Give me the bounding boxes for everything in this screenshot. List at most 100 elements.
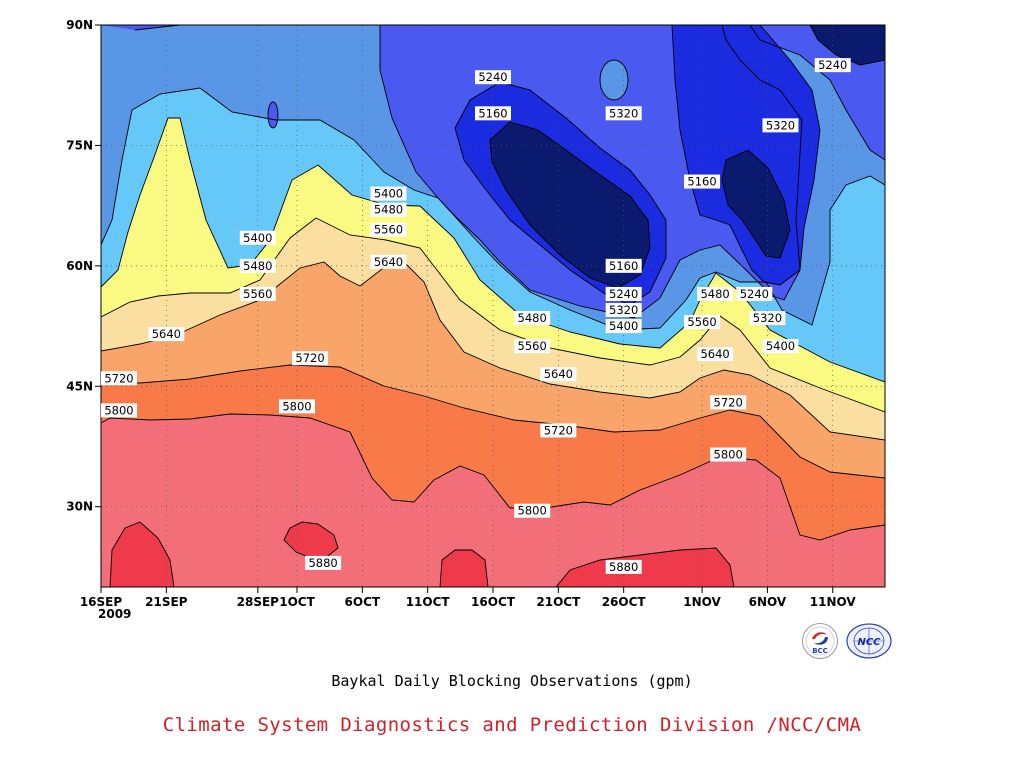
x-axis-year-label: 2009 <box>98 607 131 621</box>
y-tick-label: 45N <box>66 379 93 393</box>
svg-text:5640: 5640 <box>374 255 403 269</box>
band-5240-island-28sep <box>268 102 278 128</box>
svg-text:5720: 5720 <box>104 371 133 385</box>
y-tick-label: 30N <box>66 500 93 514</box>
contour-label: 5800 <box>514 503 551 518</box>
x-axis: 16SEP 21SEP 28SEP 1OCT 6OCT 11OCT 16OCT 21OCT 26… <box>80 587 857 609</box>
svg-text:5400: 5400 <box>609 319 638 333</box>
y-tick-label: 90N <box>66 18 93 32</box>
svg-text:5560: 5560 <box>687 315 716 329</box>
svg-text:5160: 5160 <box>609 259 638 273</box>
x-tick-label: 26OCT <box>602 595 647 609</box>
svg-text:5480: 5480 <box>243 259 272 273</box>
svg-text:5480: 5480 <box>700 287 729 301</box>
contour-label: 5240 <box>736 286 773 301</box>
x-tick-label: 6NOV <box>749 595 787 609</box>
x-tick-label: 28SEP <box>237 595 280 609</box>
contour-label: 5320 <box>605 106 642 121</box>
contour-label: 5240 <box>605 286 642 301</box>
svg-text:5800: 5800 <box>282 399 311 413</box>
svg-text:5640: 5640 <box>700 347 729 361</box>
contour-label: 5720 <box>540 423 577 438</box>
contour-label: 5320 <box>762 118 799 133</box>
contour-label: 5800 <box>710 447 747 462</box>
contour-label: 5640 <box>697 347 734 362</box>
bcc-logo-icon: BCC <box>802 623 838 659</box>
contour-label: 5880 <box>605 559 642 574</box>
contour-label: 5560 <box>684 315 721 330</box>
contour-label: 5160 <box>605 258 642 273</box>
svg-text:5240: 5240 <box>740 287 769 301</box>
x-tick-label: 16OCT <box>471 595 516 609</box>
contour-label: 5160 <box>475 106 511 121</box>
svg-text:5880: 5880 <box>609 560 638 574</box>
svg-text:5560: 5560 <box>374 223 403 237</box>
contour-label: 5400 <box>239 230 276 245</box>
x-tick-label: 21SEP <box>145 595 188 609</box>
svg-text:5640: 5640 <box>544 367 573 381</box>
svg-text:5720: 5720 <box>544 423 573 437</box>
contour-labels: 5240 5160 5320 5240 5320 5160 5400 5400 5480 5560… <box>101 58 851 574</box>
svg-text:5320: 5320 <box>766 118 795 132</box>
contour-label: 5640 <box>370 254 407 269</box>
contour-label: 5400 <box>370 186 407 201</box>
contour-label: 5720 <box>101 371 137 386</box>
contour-label: 5480 <box>370 202 407 217</box>
svg-text:5400: 5400 <box>243 231 272 245</box>
svg-text:5400: 5400 <box>766 339 795 353</box>
contour-label: 5480 <box>697 286 734 301</box>
contour-lines <box>101 25 885 587</box>
contour-label: 5880 <box>305 555 342 570</box>
x-tick-label: 1NOV <box>683 595 721 609</box>
contour-label: 5800 <box>101 403 137 418</box>
contour-label: 5560 <box>370 222 407 237</box>
contour-label: 5720 <box>710 395 747 410</box>
svg-text:5320: 5320 <box>753 311 782 325</box>
contour-label: 5160 <box>684 174 721 189</box>
contour-label: 5400 <box>762 339 799 354</box>
svg-text:5240: 5240 <box>609 287 638 301</box>
contour-label: 5320 <box>605 303 642 318</box>
svg-text:5160: 5160 <box>687 175 716 189</box>
svg-text:5640: 5640 <box>152 327 181 341</box>
y-tick-label: 60N <box>66 259 93 273</box>
chart-title: Baykal Daily Blocking Observations (gpm) <box>331 672 693 690</box>
svg-text:5560: 5560 <box>518 339 547 353</box>
contour-label: 5720 <box>292 351 329 366</box>
contour-label: 5640 <box>540 367 577 382</box>
svg-text:5320: 5320 <box>609 303 638 317</box>
chart-credit: Climate System Diagnostics and Predictio… <box>162 714 862 736</box>
contour-label: 5480 <box>514 311 551 326</box>
y-axis: 90N 75N 60N 45N 30N <box>66 18 101 514</box>
svg-text:5320: 5320 <box>609 106 638 120</box>
svg-text:5720: 5720 <box>714 395 743 409</box>
svg-text:5240: 5240 <box>478 70 507 84</box>
svg-text:5160: 5160 <box>478 106 507 120</box>
band-below-5160 <box>490 25 885 288</box>
svg-text:5400: 5400 <box>374 187 403 201</box>
contour-label: 5640 <box>148 327 185 342</box>
contour-label: 5800 <box>279 399 315 414</box>
ncc-logo-text: NCC <box>857 637 881 648</box>
band-above-5880-b <box>284 522 338 560</box>
svg-text:5480: 5480 <box>518 311 547 325</box>
x-tick-label: 21OCT <box>536 595 581 609</box>
svg-text:5560: 5560 <box>243 287 272 301</box>
svg-text:5800: 5800 <box>714 448 743 462</box>
svg-text:5240: 5240 <box>818 58 847 72</box>
band-5320-island-26oct <box>600 60 628 100</box>
bcc-logo-text: BCC <box>812 647 828 655</box>
svg-text:5800: 5800 <box>518 504 547 518</box>
x-tick-label: 1OCT <box>279 595 315 609</box>
x-tick-label: 11OCT <box>406 595 451 609</box>
y-tick-label: 75N <box>66 138 93 152</box>
contour-label: 5400 <box>605 319 642 334</box>
x-tick-label: 11NOV <box>810 595 857 609</box>
contour-label: 5240 <box>814 58 851 72</box>
x-tick-label: 6OCT <box>345 595 381 609</box>
svg-text:5720: 5720 <box>295 351 324 365</box>
band-above-5880-d <box>556 548 734 587</box>
band-above-5880-c <box>440 550 488 587</box>
contour-label: 5560 <box>514 339 551 354</box>
